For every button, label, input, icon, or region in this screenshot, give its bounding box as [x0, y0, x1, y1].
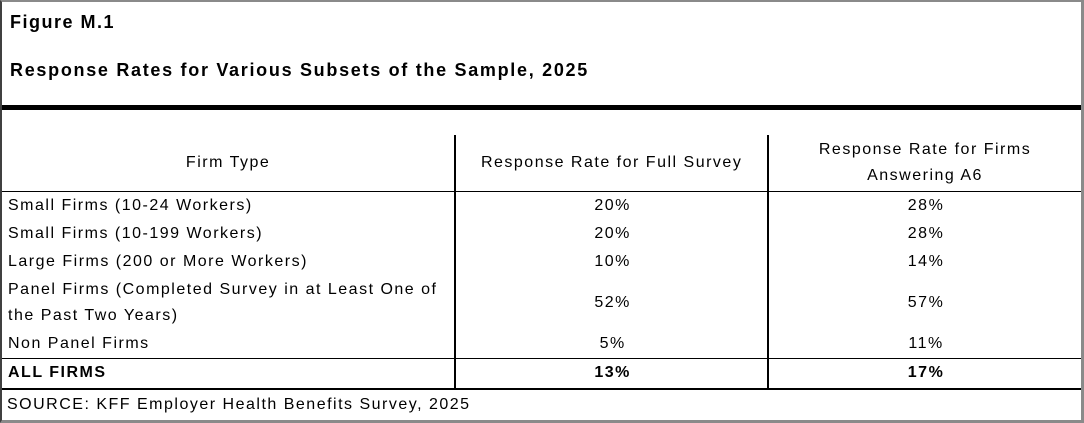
header-row: Firm Type Response Rate for Full Survey …: [2, 135, 1081, 192]
table-row: Large Firms (200 or More Workers) 10% 14…: [2, 247, 1081, 276]
column-header-answering-a6: Response Rate for Firms Answering A6: [767, 135, 1081, 192]
full-survey-value: 20%: [454, 191, 769, 220]
table-row: Non Panel Firms 5% 11%: [2, 329, 1081, 358]
figure-label: Figure M.1: [10, 12, 116, 32]
response-rates-table: Firm Type Response Rate for Full Survey …: [2, 135, 1081, 390]
firm-type-cell: Non Panel Firms: [8, 334, 150, 352]
title-block: Figure M.1 Response Rates for Various Su…: [2, 2, 1081, 79]
firm-type-cell: Small Firms (10-199 Workers): [8, 224, 264, 242]
column-header-answering-a6-text: Response Rate for Firms Answering A6: [818, 140, 1032, 184]
source-note: SOURCE: KFF Employer Health Benefits Sur…: [7, 396, 471, 413]
table-row: Panel Firms (Completed Survey in at Leas…: [2, 275, 1081, 330]
full-survey-value: 52%: [454, 275, 769, 330]
full-survey-value: 13%: [454, 357, 769, 390]
answering-a6-value: 17%: [767, 357, 1081, 390]
answering-a6-value: 28%: [767, 191, 1081, 220]
answering-a6-value: 14%: [767, 247, 1081, 276]
answering-a6-value: 11%: [767, 329, 1081, 358]
answering-a6-value: 57%: [767, 275, 1081, 330]
column-header-firm-type: Firm Type: [2, 135, 456, 192]
column-header-full-survey: Response Rate for Full Survey: [454, 135, 769, 192]
full-survey-value: 20%: [454, 219, 769, 248]
full-survey-value: 5%: [454, 329, 769, 358]
firm-type-cell: Small Firms (10-24 Workers): [8, 196, 253, 214]
title-divider-rule: [2, 105, 1081, 110]
full-survey-value: 10%: [454, 247, 769, 276]
firm-type-cell: Panel Firms (Completed Survey in at Leas…: [8, 280, 438, 324]
all-firms-total-row: ALL FIRMS 13% 17%: [2, 357, 1081, 390]
table-row: Small Firms (10-24 Workers) 20% 28%: [2, 191, 1081, 220]
firm-type-cell: Large Firms (200 or More Workers): [8, 252, 308, 270]
answering-a6-value: 28%: [767, 219, 1081, 248]
firm-type-cell: ALL FIRMS: [2, 357, 456, 390]
figure-title: Response Rates for Various Subsets of th…: [10, 60, 589, 80]
table-row: Small Firms (10-199 Workers) 20% 28%: [2, 219, 1081, 248]
